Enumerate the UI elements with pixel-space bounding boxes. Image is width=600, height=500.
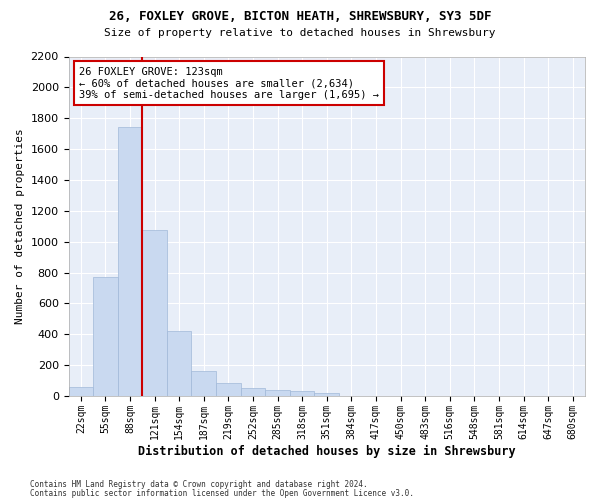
Bar (216, 383, 241, 396)
Bar (290, 392, 314, 396)
Text: Contains HM Land Registry data © Crown copyright and database right 2024.: Contains HM Land Registry data © Crown c… (30, 480, 368, 489)
Bar (314, 393, 339, 396)
Bar (142, 230, 167, 396)
Bar (167, 331, 191, 396)
Bar (265, 390, 290, 396)
Bar (191, 372, 216, 396)
Bar (68, 388, 93, 396)
Bar (241, 388, 265, 396)
Bar (118, 128, 142, 396)
Bar (93, 277, 118, 396)
Y-axis label: Number of detached properties: Number of detached properties (15, 128, 25, 324)
X-axis label: Distribution of detached houses by size in Shrewsbury: Distribution of detached houses by size … (138, 444, 515, 458)
Text: 26, FOXLEY GROVE, BICTON HEATH, SHREWSBURY, SY3 5DF: 26, FOXLEY GROVE, BICTON HEATH, SHREWSBU… (109, 10, 491, 23)
Text: Size of property relative to detached houses in Shrewsbury: Size of property relative to detached ho… (104, 28, 496, 38)
Text: Contains public sector information licensed under the Open Government Licence v3: Contains public sector information licen… (30, 488, 414, 498)
Text: 26 FOXLEY GROVE: 123sqm
← 60% of detached houses are smaller (2,634)
39% of semi: 26 FOXLEY GROVE: 123sqm ← 60% of detache… (79, 66, 379, 100)
